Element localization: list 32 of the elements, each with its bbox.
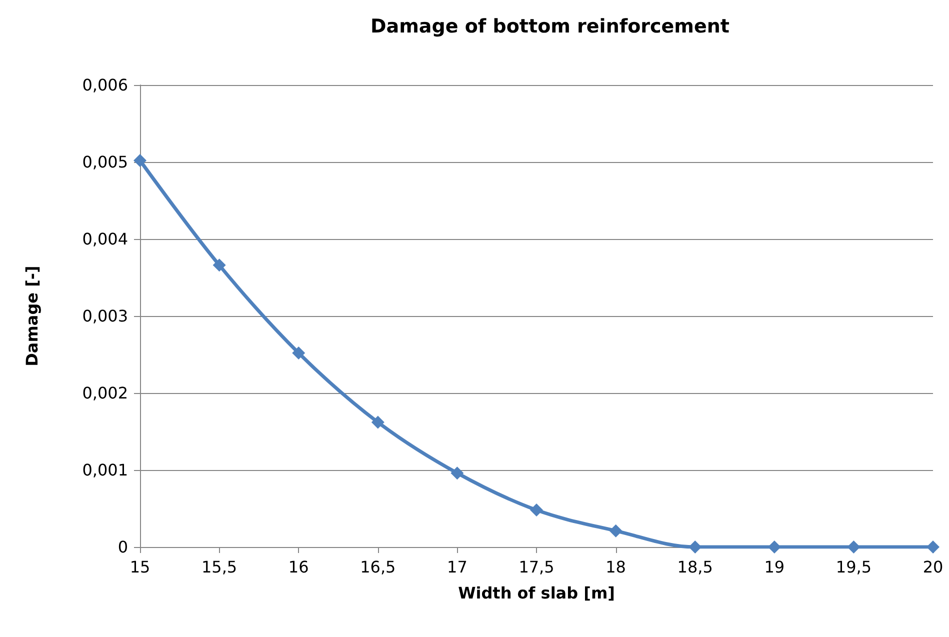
x-tick-label: 19: [764, 558, 785, 576]
point: [688, 540, 702, 554]
y-tick-label: 0,004: [82, 230, 128, 248]
x-tick-label: 16,5: [360, 558, 396, 576]
y-tick-label: 0: [118, 538, 128, 556]
point: [609, 524, 622, 538]
y-tick-label: 0,001: [82, 460, 128, 480]
x-tick-label: 19,5: [836, 558, 872, 576]
point: [530, 504, 543, 517]
chart-title: Damage of bottom reinforcement: [370, 16, 730, 38]
y-tick-label: 0,003: [82, 306, 128, 326]
x-tick-label: 20: [922, 558, 944, 576]
x-tick-label: 17: [447, 558, 468, 576]
x-tick-label: 15: [130, 558, 150, 576]
point: [768, 540, 781, 554]
y-tick-label: 0,006: [82, 76, 128, 94]
y-axis-title: Damage [-]: [22, 266, 42, 366]
point: [450, 466, 464, 480]
x-tick-label: 17,5: [518, 558, 554, 576]
y-tick-label: 0,002: [82, 384, 128, 402]
x-tick-label: 15,5: [201, 558, 238, 576]
x-tick-label: 16: [288, 558, 309, 576]
x-tick-label: 18: [606, 558, 626, 576]
point: [847, 540, 860, 554]
point: [212, 258, 226, 272]
x-axis-title: Width of slab [m]: [458, 584, 615, 602]
point: [292, 346, 306, 360]
x-tick-label: 18,5: [677, 558, 713, 576]
point: [134, 154, 146, 167]
y-tick-label: 0,005: [82, 152, 128, 172]
point: [926, 540, 940, 554]
point: [371, 416, 384, 429]
